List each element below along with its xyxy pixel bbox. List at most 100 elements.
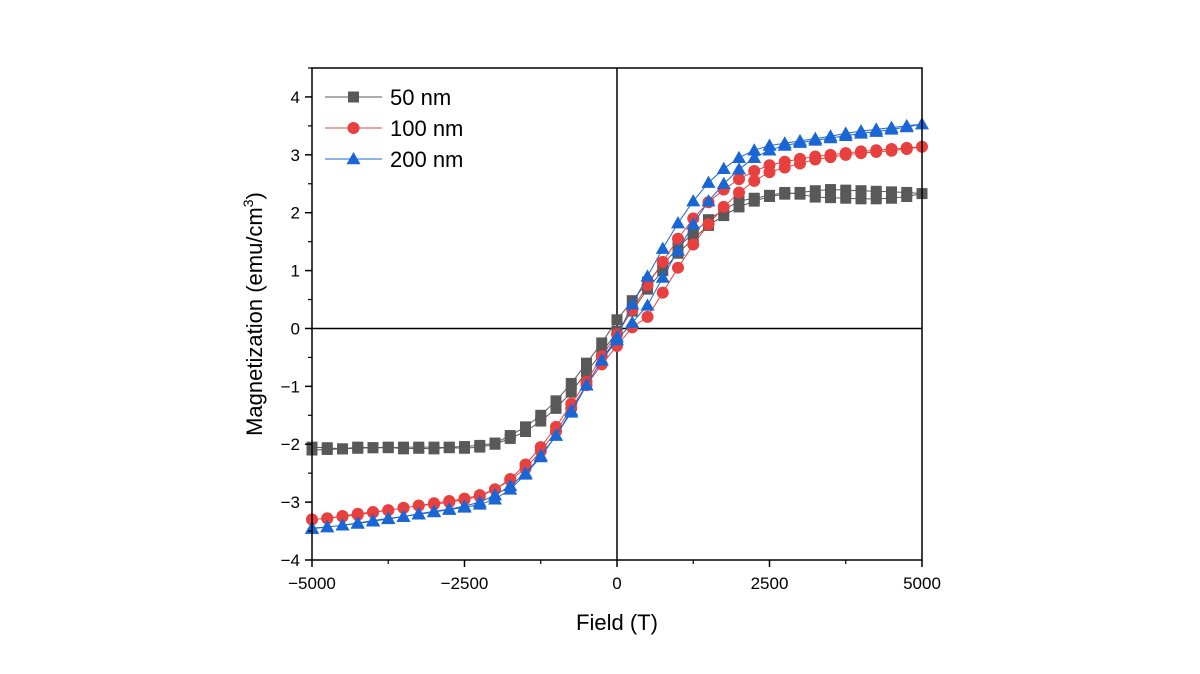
data-point <box>550 402 562 414</box>
data-point <box>899 120 914 133</box>
x-axis-ticks: −5000 −2500 0 2500 5000 <box>288 560 941 593</box>
data-point <box>748 174 761 187</box>
data-point <box>457 499 472 512</box>
data-point <box>488 488 502 501</box>
data-point <box>716 161 731 174</box>
legend-marker <box>348 91 359 103</box>
data-point <box>397 501 410 514</box>
x-tick-label: −5000 <box>288 574 336 593</box>
legend-label: 200 nm <box>390 147 463 172</box>
data-point <box>655 241 670 254</box>
data-point <box>901 190 913 202</box>
data-point <box>687 227 699 239</box>
data-point <box>869 124 884 137</box>
y-tick-label: 3 <box>291 146 300 165</box>
data-point <box>793 135 807 148</box>
data-point <box>655 270 670 283</box>
data-point <box>581 366 592 378</box>
data-point <box>733 195 745 207</box>
data-point <box>474 439 486 451</box>
data-point <box>718 210 730 222</box>
data-point <box>611 314 623 326</box>
legend-label: 100 nm <box>390 116 463 141</box>
data-point <box>335 518 350 531</box>
data-point <box>838 128 853 141</box>
data-point <box>763 166 776 179</box>
data-point <box>885 144 898 157</box>
data-point <box>625 315 640 328</box>
data-point <box>855 185 867 197</box>
data-point <box>672 232 684 245</box>
data-point <box>900 143 913 156</box>
data-point <box>702 218 715 231</box>
data-point <box>381 511 396 524</box>
data-point <box>778 161 791 174</box>
data-point <box>321 442 333 454</box>
data-point <box>656 286 669 299</box>
data-point <box>672 261 684 274</box>
data-point <box>747 143 762 156</box>
data-point <box>641 310 654 323</box>
y-axis-title: Magnetization (emu/cm3) <box>240 192 267 436</box>
data-point <box>625 297 640 310</box>
data-point <box>535 415 547 427</box>
data-point <box>825 192 836 204</box>
legend-item: 50 nm <box>325 85 451 110</box>
data-point <box>733 173 745 186</box>
series-layer <box>305 117 929 534</box>
y-axis-title-main: Magnetization (emu/cm <box>242 207 267 436</box>
data-point <box>671 216 685 229</box>
data-point <box>823 131 838 144</box>
data-point <box>732 162 746 175</box>
data-point <box>748 192 760 204</box>
legend-item: 200 nm <box>325 147 463 172</box>
data-point <box>824 151 837 164</box>
data-point <box>472 495 487 508</box>
data-point <box>442 502 457 515</box>
data-point <box>564 403 579 416</box>
data-point <box>716 176 731 190</box>
data-point <box>640 298 655 311</box>
y-tick-label: −2 <box>281 435 300 454</box>
data-point <box>656 255 669 268</box>
data-point <box>779 186 791 198</box>
data-point <box>701 194 716 207</box>
data-point <box>352 441 364 453</box>
x-tick-label: −2500 <box>441 574 489 593</box>
data-point <box>412 499 425 512</box>
data-point <box>809 185 821 197</box>
data-point <box>855 147 867 160</box>
data-point <box>840 192 852 204</box>
data-point <box>367 505 379 518</box>
y-tick-label: −1 <box>281 377 300 396</box>
legend: 50 nm 100 nm 200 nm <box>325 85 463 172</box>
legend-label: 50 nm <box>390 85 451 110</box>
data-point <box>382 504 395 517</box>
data-point <box>337 443 348 455</box>
y-tick-label: 4 <box>291 88 300 107</box>
data-point <box>732 150 746 163</box>
data-point <box>733 201 745 213</box>
data-point <box>382 441 394 453</box>
data-point <box>855 193 867 205</box>
data-point <box>870 145 883 158</box>
x-axis-title: Field (T) <box>576 610 658 635</box>
y-tick-label: 0 <box>291 319 300 338</box>
y-tick-label: 2 <box>291 204 300 223</box>
data-point <box>549 428 563 441</box>
data-point <box>351 507 364 520</box>
y-axis-ticks: −4 −3 −2 −1 0 1 2 3 4 <box>281 67 312 570</box>
data-point <box>870 193 882 205</box>
data-point <box>459 441 470 453</box>
data-point <box>884 122 899 135</box>
data-point <box>794 157 806 170</box>
data-point <box>671 243 685 256</box>
data-point <box>396 509 411 522</box>
data-point <box>839 148 852 161</box>
legend-marker <box>346 152 361 165</box>
data-point <box>398 443 409 455</box>
data-point <box>520 421 531 433</box>
y-tick-label: −3 <box>281 493 300 512</box>
